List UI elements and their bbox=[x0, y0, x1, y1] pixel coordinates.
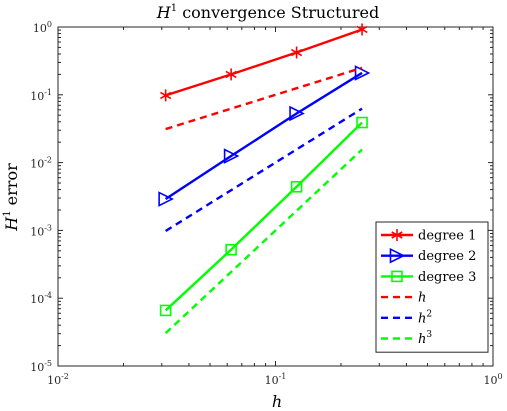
legend-marker-2 bbox=[389, 247, 406, 264]
series-1-point bbox=[225, 68, 237, 81]
y-tick-label: 100 bbox=[33, 20, 52, 35]
legend-label-3: degree 3 bbox=[418, 270, 476, 285]
chart-title: H1 convergence Structured bbox=[156, 3, 379, 22]
y-tick-label: 10-5 bbox=[30, 359, 52, 374]
series-1-point bbox=[356, 23, 368, 36]
series-3-point bbox=[290, 180, 303, 193]
series-3-point bbox=[159, 304, 172, 317]
legend-label-5: h2 bbox=[418, 309, 432, 326]
series-line-3 bbox=[164, 121, 363, 312]
series-3-point bbox=[225, 243, 237, 256]
series-1-point bbox=[290, 46, 303, 59]
series-2-point bbox=[158, 191, 174, 207]
plot-area: 10-2 10-1 100 10-5 10-4 10-3 10-2 10-1 100 bbox=[30, 20, 502, 387]
legend-label-1: degree 1 bbox=[418, 229, 476, 244]
legend-box bbox=[375, 221, 489, 353]
y-tick-label: 10-1 bbox=[30, 88, 52, 103]
legend-label-4: h bbox=[418, 291, 426, 306]
legend-marker-1 bbox=[391, 229, 403, 241]
x-tick-label: 100 bbox=[483, 372, 502, 387]
x-axis-label: h bbox=[272, 392, 282, 411]
series-1-point bbox=[160, 89, 172, 102]
y-axis-label: H1 error bbox=[2, 163, 21, 232]
x-tick-label: 10-2 bbox=[47, 372, 69, 387]
series-2-point bbox=[289, 105, 305, 122]
y-tick-label: 10-2 bbox=[30, 156, 52, 171]
legend-label-2: degree 2 bbox=[418, 249, 476, 264]
series-line-4 bbox=[165, 66, 363, 131]
legend: degree 1 degree 2 degree 3 h h2 h3 bbox=[375, 221, 489, 353]
series-2-point bbox=[223, 148, 240, 164]
legend-marker-3 bbox=[391, 270, 403, 283]
series-line-1 bbox=[165, 28, 363, 97]
series-line-5 bbox=[164, 107, 363, 233]
legend-label-6: h3 bbox=[418, 330, 432, 347]
series-2-point bbox=[354, 65, 371, 81]
y-tick-label: 10-4 bbox=[30, 291, 52, 306]
series-3-point bbox=[356, 116, 368, 129]
series-line-2 bbox=[164, 71, 363, 201]
x-tick-label: 10-1 bbox=[265, 372, 287, 387]
series-line-6 bbox=[164, 148, 363, 335]
y-tick-label: 10-3 bbox=[30, 223, 52, 238]
